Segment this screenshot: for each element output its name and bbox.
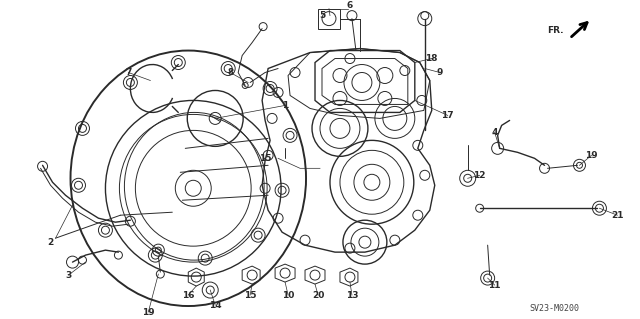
Text: 14: 14 — [209, 300, 221, 309]
Text: 17: 17 — [442, 111, 454, 120]
Text: 16: 16 — [182, 291, 195, 300]
Text: 5: 5 — [319, 11, 325, 20]
Text: 21: 21 — [611, 211, 623, 220]
Text: 4: 4 — [492, 128, 498, 137]
Text: 18: 18 — [426, 54, 438, 63]
Text: 9: 9 — [436, 68, 443, 77]
Text: 6: 6 — [347, 1, 353, 10]
Text: 13: 13 — [346, 291, 358, 300]
Text: 3: 3 — [65, 271, 72, 279]
Text: 1: 1 — [282, 101, 288, 110]
Text: 8: 8 — [227, 68, 234, 77]
Text: 20: 20 — [312, 291, 324, 300]
Text: 10: 10 — [282, 291, 294, 300]
Text: 15: 15 — [244, 291, 257, 300]
Text: 15: 15 — [259, 154, 271, 163]
Text: SV23-M0200: SV23-M0200 — [529, 303, 580, 313]
Text: 2: 2 — [47, 238, 54, 247]
Text: FR.: FR. — [547, 26, 564, 35]
Text: 19: 19 — [585, 151, 598, 160]
Text: 11: 11 — [488, 281, 501, 290]
Text: 19: 19 — [142, 308, 155, 316]
Text: 7: 7 — [125, 68, 132, 77]
Text: 12: 12 — [474, 171, 486, 180]
